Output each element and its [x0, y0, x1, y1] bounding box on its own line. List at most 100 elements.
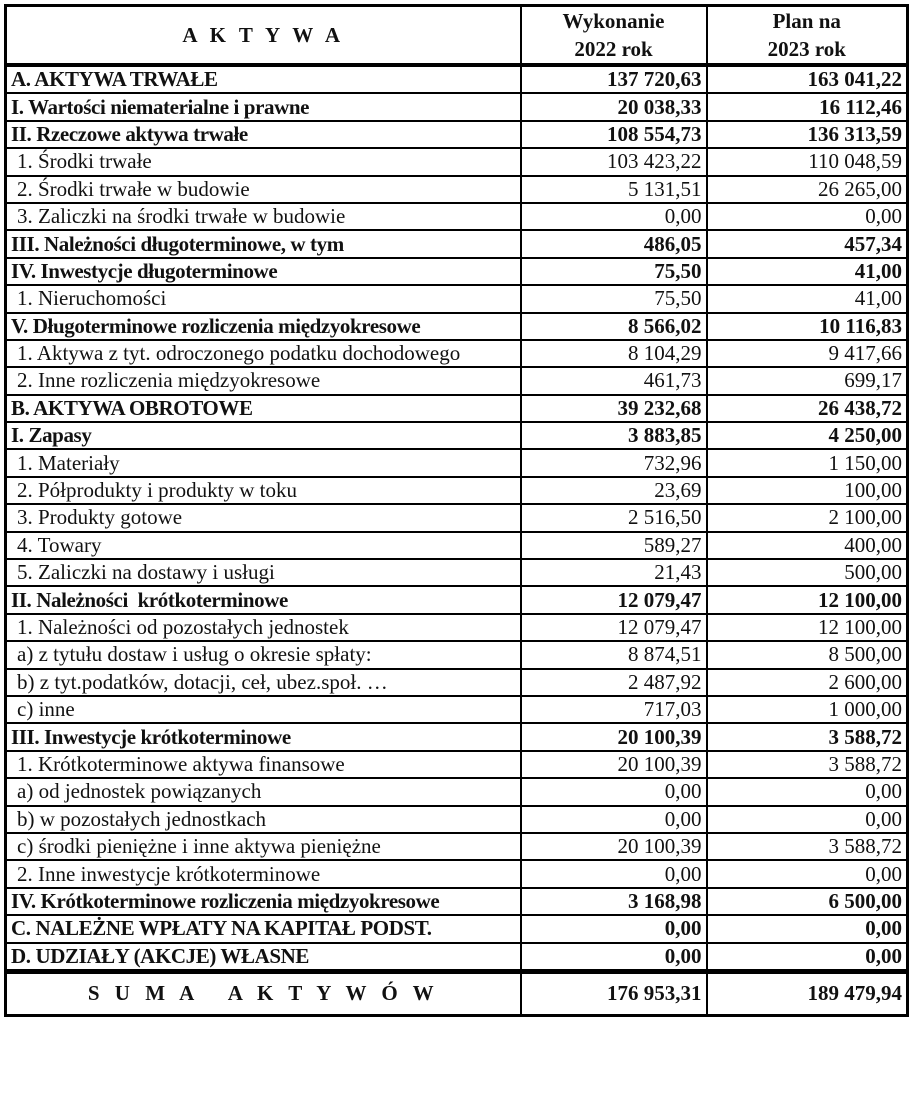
table-row: 2. Środki trwałe w budowie 5 131,51 26 265… [4, 174, 909, 204]
row-label: V. Długoterminowe rozliczenia międzyokre… [4, 311, 522, 341]
value-2023: 3 588,72 [705, 831, 909, 862]
header-row: A K T Y W A Wykonanie 2022 rok Plan na 202… [4, 4, 909, 67]
value-2023: 110 048,59 [705, 147, 909, 177]
value-2023: 10 116,83 [705, 311, 909, 341]
value-2023: 0,00 [705, 777, 909, 807]
row-label: 1. Krótkoterminowe aktywa finansowe [4, 749, 522, 780]
value-2022: 20 100,39 [519, 749, 708, 780]
row-label: 2. Inne inwestycje krótkoterminowe [4, 859, 522, 889]
value-2022: 75,50 [519, 256, 708, 287]
header-2022: Wykonanie 2022 rok [519, 4, 708, 67]
value-2022: 8 104,29 [519, 338, 708, 369]
header-2023-line1: Plan na [772, 9, 841, 33]
value-2023: 4 250,00 [705, 421, 909, 451]
total-2022: 176 953,31 [519, 968, 708, 1017]
header-2022-line1: Wykonanie [562, 9, 665, 33]
value-2022: 2 516,50 [519, 503, 708, 533]
value-2023: 8 500,00 [705, 640, 909, 670]
row-label: III. Należności długoterminowe, w tym [4, 229, 522, 259]
value-2022: 39 232,68 [519, 393, 708, 424]
table-row: 1. Środki trwałe 103 423,22 110 048,59 [4, 147, 909, 177]
value-2022: 20 100,39 [519, 831, 708, 862]
header-2022-line2: 2022 rok [574, 37, 653, 61]
row-label: II. Rzeczowe aktywa trwałe [4, 119, 522, 150]
table-row: 3. Zaliczki na środki trwałe w budowie 0,… [4, 201, 909, 232]
row-label: 3. Zaliczki na środki trwałe w budowie [4, 201, 522, 232]
total-label: S U M A A K T Y W Ó W [4, 968, 522, 1017]
row-label: IV. Inwestycje długoterminowe [4, 256, 522, 287]
table-row: V. Długoterminowe rozliczenia międzyokre… [4, 311, 909, 341]
value-2022: 0,00 [519, 201, 708, 232]
value-2023: 12 100,00 [705, 612, 909, 643]
header-2023-line2: 2023 rok [767, 37, 846, 61]
row-label: 3. Produkty gotowe [4, 503, 522, 533]
value-2022: 486,05 [519, 229, 708, 259]
value-2022: 0,00 [519, 804, 708, 834]
row-label: B. AKTYWA OBROTOWE [4, 393, 522, 424]
table-row: IV. Inwestycje długoterminowe 75,50 41,00 [4, 256, 909, 287]
value-2022: 108 554,73 [519, 119, 708, 150]
value-2023: 400,00 [705, 530, 909, 561]
row-label: I. Wartości niematerialne i prawne [4, 92, 522, 122]
header-2023: Plan na 2023 rok [705, 4, 909, 67]
table-row: 4. Towary 589,27 400,00 [4, 530, 909, 561]
row-label: b) z tyt.podatków, dotacji, ceł, ubez.sp… [4, 667, 522, 697]
table-row: IV. Krótkoterminowe rozliczenia międzyok… [4, 886, 909, 917]
value-2022: 0,00 [519, 859, 708, 889]
value-2022: 2 487,92 [519, 667, 708, 697]
table-row: c) inne 717,03 1 000,00 [4, 694, 909, 725]
total-2023: 189 479,94 [705, 968, 909, 1017]
value-2022: 12 079,47 [519, 612, 708, 643]
table-row: III. Należności długoterminowe, w tym 486… [4, 229, 909, 259]
row-label: I. Zapasy [4, 421, 522, 451]
row-label: 2. Środki trwałe w budowie [4, 174, 522, 204]
value-2023: 41,00 [705, 256, 909, 287]
value-2022: 717,03 [519, 694, 708, 725]
table-row: III. Inwestycje krótkoterminowe 20 100,39… [4, 722, 909, 752]
value-2022: 12 079,47 [519, 585, 708, 615]
value-2022: 75,50 [519, 284, 708, 314]
table-body: A. AKTYWA TRWAŁE 137 720,63 163 041,22 I. W… [4, 63, 909, 973]
value-2023: 41,00 [705, 284, 909, 314]
row-label: III. Inwestycje krótkoterminowe [4, 722, 522, 752]
table-row: C. NALEŻNE WPŁATY NA KAPITAŁ PODST. 0,00 0… [4, 914, 909, 944]
table-row: 2. Półprodukty i produkty w toku 23,69 100… [4, 475, 909, 506]
value-2022: 5 131,51 [519, 174, 708, 204]
table-row: I. Zapasy 3 883,85 4 250,00 [4, 421, 909, 451]
table-row: c) środki pieniężne i inne aktywa pienię… [4, 831, 909, 862]
value-2023: 100,00 [705, 475, 909, 506]
value-2022: 8 566,02 [519, 311, 708, 341]
value-2022: 3 168,98 [519, 886, 708, 917]
value-2022: 23,69 [519, 475, 708, 506]
value-2022: 0,00 [519, 777, 708, 807]
table-row: 1. Krótkoterminowe aktywa finansowe 20 10… [4, 749, 909, 780]
row-label: C. NALEŻNE WPŁATY NA KAPITAŁ PODST. [4, 914, 522, 944]
value-2023: 500,00 [705, 558, 909, 588]
value-2023: 1 150,00 [705, 448, 909, 478]
value-2023: 0,00 [705, 201, 909, 232]
row-label: 1. Należności od pozostałych jednostek [4, 612, 522, 643]
table-row: 1. Nieruchomości 75,50 41,00 [4, 284, 909, 314]
table-row: II. Rzeczowe aktywa trwałe 108 554,73 136 … [4, 119, 909, 150]
table-row: 1. Materiały 732,96 1 150,00 [4, 448, 909, 478]
table-row: 5. Zaliczki na dostawy i usługi 21,43 500,… [4, 558, 909, 588]
value-2022: 461,73 [519, 366, 708, 396]
table-row: II. Należności krótkoterminowe 12 079,47 1… [4, 585, 909, 615]
value-2022: 8 874,51 [519, 640, 708, 670]
value-2023: 9 417,66 [705, 338, 909, 369]
row-label: a) z tytułu dostaw i usług o okresie spł… [4, 640, 522, 670]
row-label: 4. Towary [4, 530, 522, 561]
table-row: 3. Produkty gotowe 2 516,50 2 100,00 [4, 503, 909, 533]
table-row: b) w pozostałych jednostkach 0,00 0,00 [4, 804, 909, 834]
row-label: c) środki pieniężne i inne aktywa pienię… [4, 831, 522, 862]
value-2022: 137 720,63 [519, 63, 708, 95]
table-row: b) z tyt.podatków, dotacji, ceł, ubez.sp… [4, 667, 909, 697]
value-2023: 0,00 [705, 914, 909, 944]
value-2023: 0,00 [705, 941, 909, 973]
row-label: 2. Inne rozliczenia międzyokresowe [4, 366, 522, 396]
table-row: I. Wartości niematerialne i prawne 20 038… [4, 92, 909, 122]
value-2023: 16 112,46 [705, 92, 909, 122]
value-2023: 2 100,00 [705, 503, 909, 533]
row-label: b) w pozostałych jednostkach [4, 804, 522, 834]
value-2023: 699,17 [705, 366, 909, 396]
